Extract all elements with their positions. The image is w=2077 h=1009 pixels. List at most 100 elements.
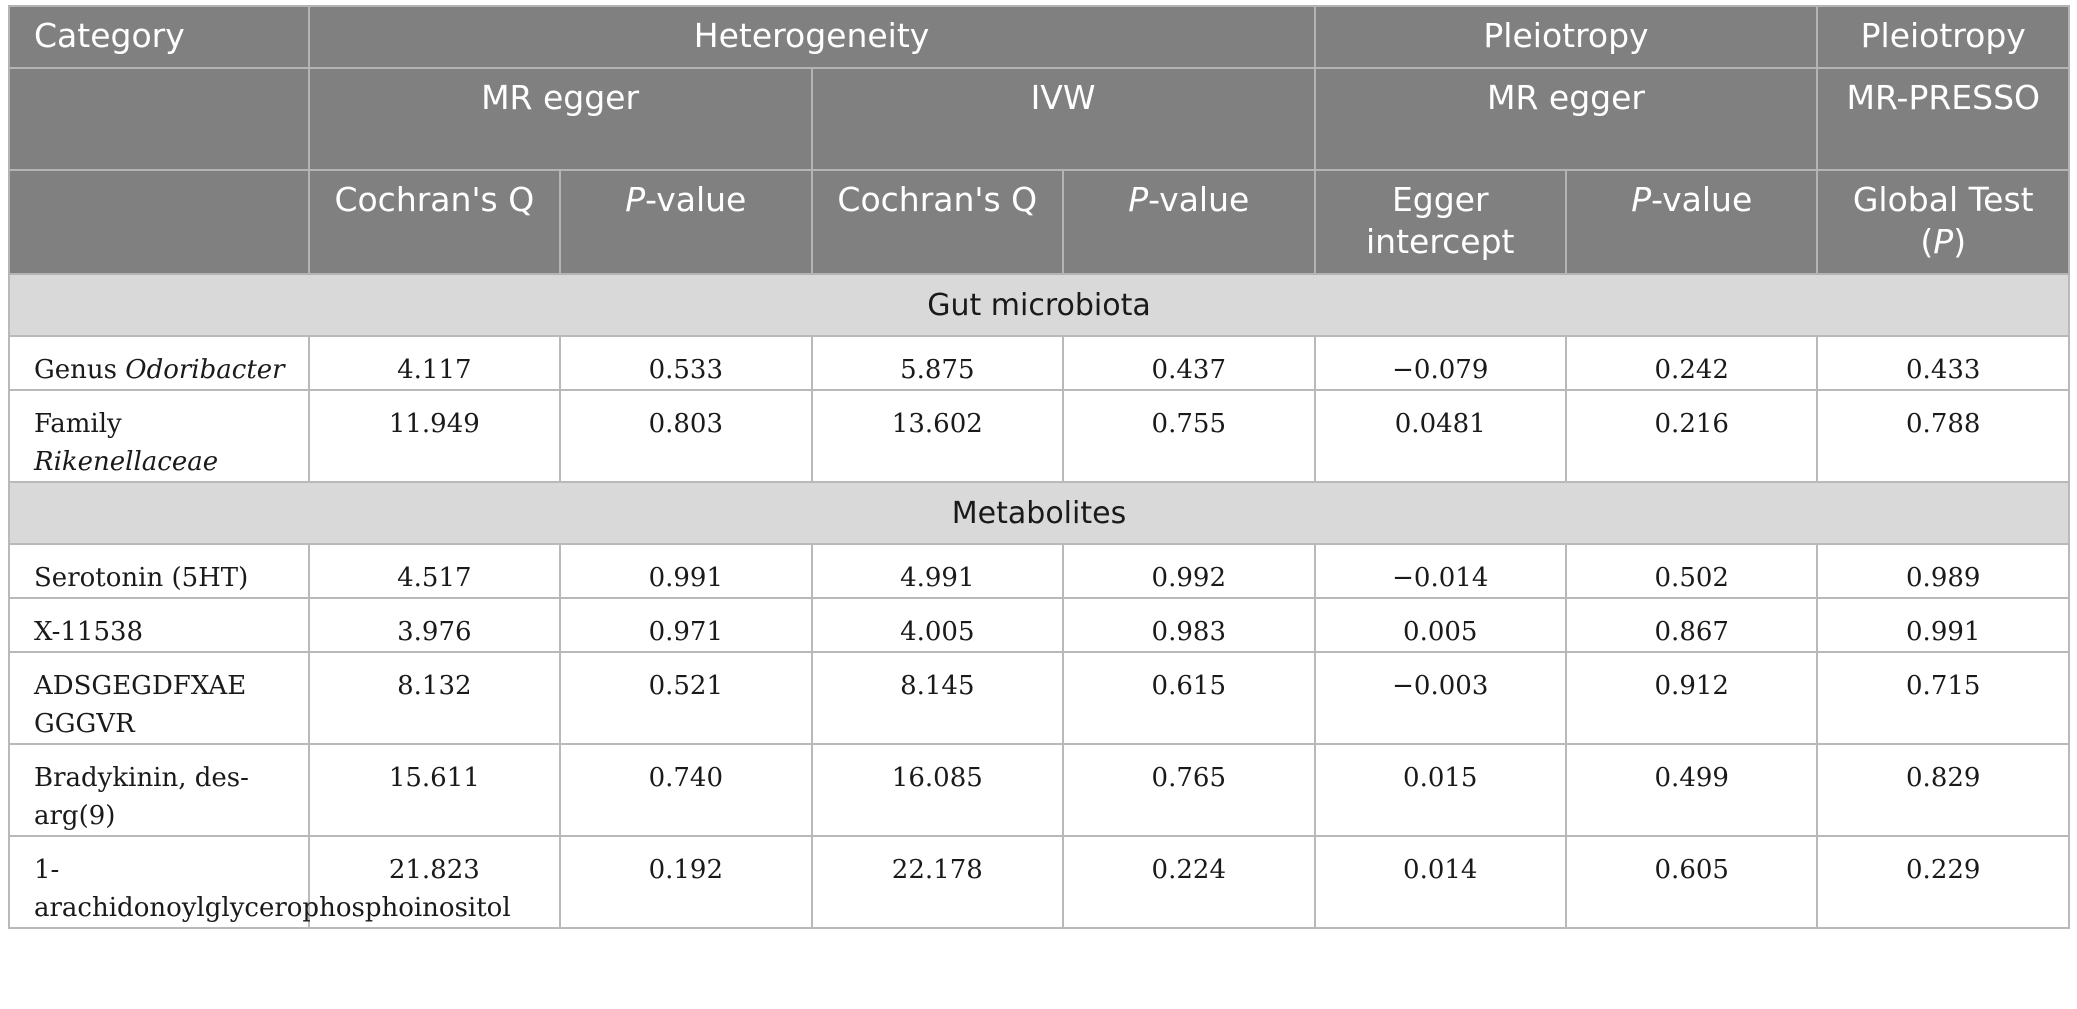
value-cell: 0.015	[1313, 743, 1568, 837]
header-pleiotropy-egger: Pleiotropy	[1313, 5, 1819, 69]
value-cell: 0.983	[1062, 597, 1316, 653]
value-cell: 0.788	[1816, 389, 2070, 483]
value-cell: −0.079	[1313, 335, 1568, 391]
value-cell: 0.989	[1816, 543, 2070, 599]
value-cell: 0.229	[1816, 835, 2070, 929]
table-row: Genus Odoribacter 4.117 0.533 5.875 0.437 −0.…	[8, 335, 2070, 391]
header-category: Category	[8, 5, 310, 69]
value-cell: −0.014	[1313, 543, 1568, 599]
header-row-2: MR egger IVW MR egger MR-PRESSO	[8, 67, 2070, 171]
header-heterogeneity: Heterogeneity	[307, 5, 1316, 69]
value-cell: 8.132	[307, 651, 562, 745]
value-cell: 0.014	[1313, 835, 1568, 929]
value-cell: 0.192	[559, 835, 813, 929]
value-cell: −0.003	[1313, 651, 1568, 745]
category-text: ADSGEGDFXAE GGGVR	[34, 671, 247, 739]
category-cell: ADSGEGDFXAE GGGVR	[8, 651, 310, 745]
category-text: Family	[34, 409, 122, 439]
p-suffix: -value	[1651, 180, 1753, 219]
table-body: Gut microbiota Genus Odoribacter 4.117 0.53…	[8, 273, 2070, 929]
value-cell: 4.005	[810, 597, 1065, 653]
results-table-container: Category Heterogeneity Pleiotropy Pleiot…	[8, 5, 2070, 929]
table-row: Family Rikenellaceae 11.949 0.803 13.602 0.7…	[8, 389, 2070, 483]
category-taxon: Odoribacter	[125, 355, 285, 385]
value-cell: 0.224	[1062, 835, 1316, 929]
value-cell: 0.499	[1564, 743, 1819, 837]
value-cell: 0.991	[559, 543, 813, 599]
value-cell: 4.117	[307, 335, 562, 391]
header-cochrans-q-2: Cochran's Q	[810, 169, 1065, 275]
header-p-value-1: P-value	[559, 169, 813, 275]
paren-open: (	[1920, 222, 1934, 261]
category-cell: 1-arachidonoylglycerophosphoinositol	[8, 835, 511, 929]
value-cell: 5.875	[810, 335, 1065, 391]
table-row: 1-arachidonoylglycerophosphoinositol 21.8…	[8, 835, 2070, 929]
header-empty-2	[8, 67, 310, 171]
value-cell: 0.242	[1564, 335, 1819, 391]
table-row: Serotonin (5HT) 4.517 0.991 4.991 0.992 −0.01…	[8, 543, 2070, 599]
value-cell: 0.912	[1564, 651, 1819, 745]
value-cell: 15.611	[307, 743, 562, 837]
value-cell: 21.823	[307, 835, 562, 929]
value-cell: 0.867	[1564, 597, 1819, 653]
value-cell: 0.433	[1816, 335, 2070, 391]
header-row-1: Category Heterogeneity Pleiotropy Pleiot…	[8, 5, 2070, 69]
header-global-test: Global Test (P)	[1816, 169, 2070, 275]
global-p-italic: P	[1933, 222, 1954, 261]
table-row: Bradykinin, des-arg(9) 15.611 0.740 16.085 0…	[8, 743, 2070, 837]
value-cell: 0.740	[559, 743, 813, 837]
header-mr-egger-pleio: MR egger	[1313, 67, 1819, 171]
value-cell: 0.803	[559, 389, 813, 483]
category-text: Bradykinin, des-arg(9)	[34, 763, 249, 831]
value-cell: 0.765	[1062, 743, 1316, 837]
category-text: 1-arachidonoylglycerophosphoinositol	[34, 855, 511, 923]
value-cell: 0.755	[1062, 389, 1316, 483]
value-cell: 0.615	[1062, 651, 1316, 745]
header-egger-intercept: Egger intercept	[1313, 169, 1568, 275]
category-text: Serotonin (5HT)	[34, 563, 249, 593]
category-cell: Genus Odoribacter	[8, 335, 310, 391]
value-cell: 0.0481	[1313, 389, 1568, 483]
value-cell: 0.437	[1062, 335, 1316, 391]
table-row: X-11538 3.976 0.971 4.005 0.983 0.005 0.867 0.9…	[8, 597, 2070, 653]
header-ivw: IVW	[810, 67, 1316, 171]
header-empty-3	[8, 169, 310, 275]
category-text: Genus	[34, 355, 126, 385]
section-row: Gut microbiota	[8, 273, 2070, 337]
value-cell: 3.976	[307, 597, 562, 653]
category-cell: Family Rikenellaceae	[8, 389, 310, 483]
value-cell: 0.533	[559, 335, 813, 391]
category-cell: X-11538	[8, 597, 310, 653]
value-cell: 16.085	[810, 743, 1065, 837]
value-cell: 8.145	[810, 651, 1065, 745]
value-cell: 0.991	[1816, 597, 2070, 653]
header-row-3: Cochran's Q P-value Cochran's Q P-value …	[8, 169, 2070, 275]
results-table: Category Heterogeneity Pleiotropy Pleiot…	[8, 5, 2070, 929]
value-cell: 0.521	[559, 651, 813, 745]
p-suffix: -value	[645, 180, 747, 219]
table-header: Category Heterogeneity Pleiotropy Pleiot…	[8, 5, 2070, 275]
value-cell: 0.216	[1564, 389, 1819, 483]
global-test-label: Global Test	[1852, 180, 2034, 219]
value-cell: 13.602	[810, 389, 1065, 483]
p-italic: P	[1631, 180, 1652, 219]
section-row: Metabolites	[8, 481, 2070, 545]
value-cell: 22.178	[810, 835, 1065, 929]
header-mr-egger-het: MR egger	[307, 67, 813, 171]
category-taxon: Rikenellaceae	[34, 447, 219, 477]
value-cell: 0.971	[559, 597, 813, 653]
p-suffix: -value	[1148, 180, 1250, 219]
category-cell: Serotonin (5HT)	[8, 543, 310, 599]
p-italic: P	[1128, 180, 1149, 219]
value-cell: 0.829	[1816, 743, 2070, 837]
header-p-value-3: P-value	[1564, 169, 1819, 275]
value-cell: 11.949	[307, 389, 562, 483]
section-title: Gut microbiota	[8, 273, 2070, 337]
value-cell: 0.715	[1816, 651, 2070, 745]
table-row: ADSGEGDFXAE GGGVR 8.132 0.521 8.145 0.615 −0.…	[8, 651, 2070, 745]
section-title: Metabolites	[8, 481, 2070, 545]
value-cell: 4.517	[307, 543, 562, 599]
header-mr-presso: MR-PRESSO	[1816, 67, 2070, 171]
value-cell: 0.502	[1564, 543, 1819, 599]
value-cell: 0.605	[1564, 835, 1819, 929]
